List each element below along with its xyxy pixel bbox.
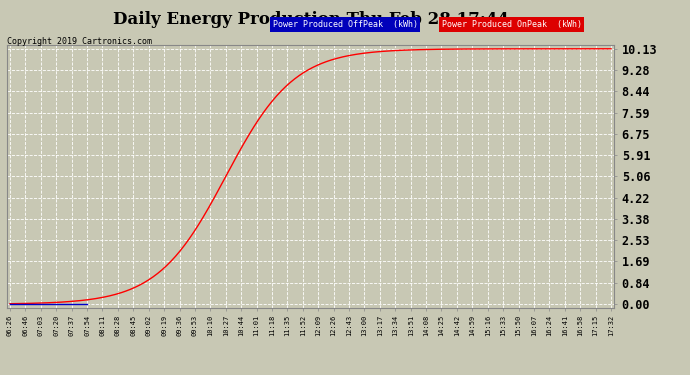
Text: Power Produced OnPeak  (kWh): Power Produced OnPeak (kWh) xyxy=(442,20,582,29)
Text: Power Produced OffPeak  (kWh): Power Produced OffPeak (kWh) xyxy=(273,20,417,29)
Text: Daily Energy Production Thu Feb 28 17:44: Daily Energy Production Thu Feb 28 17:44 xyxy=(112,11,509,28)
Text: Copyright 2019 Cartronics.com: Copyright 2019 Cartronics.com xyxy=(7,38,152,46)
